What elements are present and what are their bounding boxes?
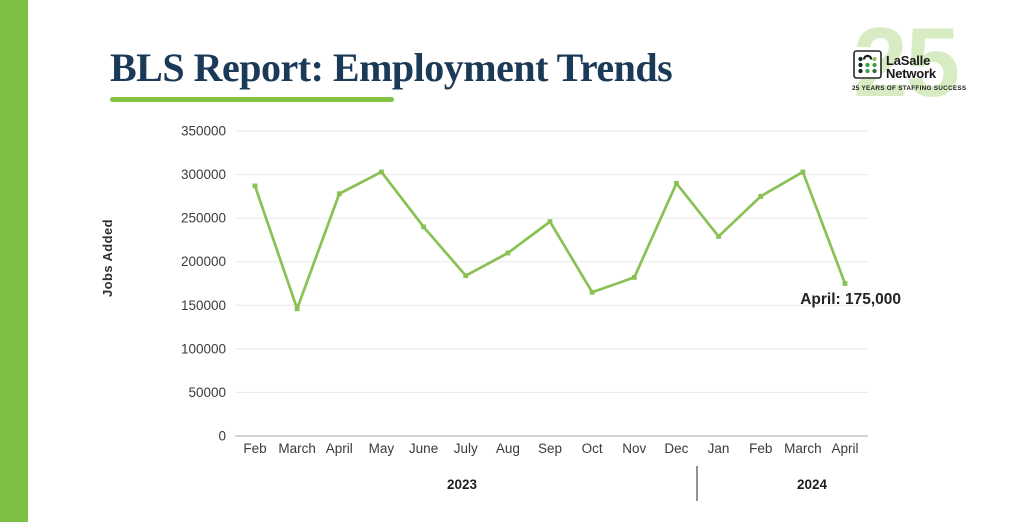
jobs-added-trend-line [253, 170, 847, 311]
x-tick-label: Jan [708, 441, 730, 456]
data-point-marker [336, 191, 342, 197]
data-point-marker [758, 193, 764, 199]
data-point-marker [505, 250, 511, 256]
data-point-marker [800, 169, 806, 175]
x-tick-label: March [784, 441, 822, 456]
logo-name-line1: LaSalle [886, 53, 931, 68]
lasalle-dot-grid-icon [853, 50, 882, 84]
year-label: 2023 [447, 477, 478, 492]
y-tick-label: 300000 [181, 167, 226, 182]
y-tick-label: 50000 [188, 385, 226, 400]
x-tick-label: July [454, 441, 478, 456]
y-tick-label: 250000 [181, 211, 226, 226]
y-tick-label: 150000 [181, 298, 226, 313]
data-point-marker [252, 183, 258, 189]
x-tick-label: Aug [496, 441, 520, 456]
y-tick-label: 200000 [181, 254, 226, 269]
page-title: BLS Report: Employment Trends [110, 45, 673, 90]
data-point-marker [842, 281, 848, 286]
y-tick-label: 0 [218, 429, 226, 444]
x-tick-label: Feb [243, 441, 266, 456]
y-axis-title: Jobs Added [100, 219, 115, 297]
data-point-marker [379, 169, 384, 175]
data-point-marker [547, 219, 553, 225]
data-point-marker [631, 275, 637, 280]
data-point-marker [716, 234, 721, 239]
x-tick-label: Feb [749, 441, 772, 456]
year-label: 2024 [797, 477, 828, 492]
y-tick-label: 100000 [181, 341, 226, 356]
lasalle-network-logo: 25 LaSalle Network 25 YEARS OF STAFFING … [843, 12, 1021, 146]
annotation-april-value: April: 175,000 [800, 291, 901, 308]
x-tick-label: Nov [622, 441, 646, 456]
data-point-marker [421, 224, 426, 230]
logo-name-line2: Network [886, 66, 936, 81]
x-tick-label: March [278, 441, 316, 456]
x-tick-label: April [326, 441, 353, 456]
x-tick-label: April [831, 441, 858, 456]
logo-name: LaSalle Network [886, 54, 936, 80]
data-point-marker [463, 273, 469, 279]
x-tick-label: Oct [582, 441, 603, 456]
logo-tagline: 25 YEARS OF STAFFING SUCCESS [852, 85, 967, 92]
data-point-marker [674, 180, 679, 186]
title-underline [110, 97, 394, 102]
x-tick-label: Sep [538, 441, 562, 456]
x-tick-label: June [409, 441, 438, 456]
x-tick-label: May [369, 441, 395, 456]
data-point-marker [589, 289, 595, 295]
x-tick-label: Dec [664, 441, 688, 456]
data-point-marker [294, 306, 300, 312]
left-accent-bar [0, 0, 28, 522]
y-tick-label: 350000 [181, 124, 226, 139]
